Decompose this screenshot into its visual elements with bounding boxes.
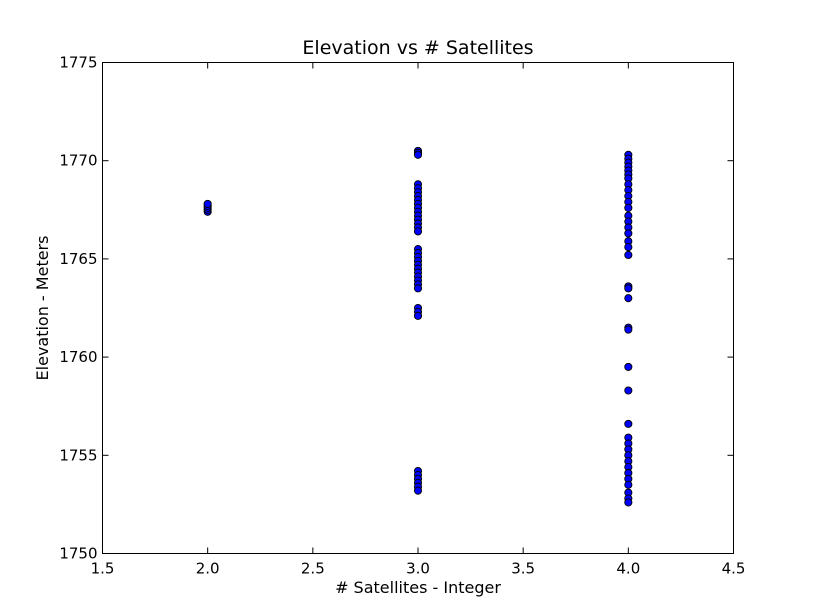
data-point (413, 284, 423, 293)
data-point (413, 150, 423, 159)
x-tick-label: 3.0 (406, 560, 430, 578)
data-point (203, 199, 212, 208)
y-tick-label: 1760 (59, 348, 97, 366)
x-tick-label: 1.5 (91, 560, 115, 578)
data-point (624, 386, 633, 395)
y-axis-ticks: 1750 1755 1760 1765 1770 1775 (59, 54, 734, 563)
y-tick-label: 1775 (59, 54, 97, 72)
data-point (624, 325, 633, 334)
y-axis-label: Elevation - Meters (33, 236, 52, 381)
data-point (624, 362, 633, 371)
chart-title: Elevation vs # Satellites (302, 37, 533, 59)
x-axis-label: # Satellites - Integer (335, 578, 501, 597)
data-point (413, 311, 423, 320)
data-point (624, 419, 633, 428)
data-point (413, 227, 423, 236)
data-point (624, 243, 633, 252)
y-tick-label: 1755 (59, 446, 97, 464)
data-point (413, 486, 423, 495)
x-tick-label: 2.5 (301, 560, 325, 578)
data-point (624, 203, 633, 212)
y-tick-label: 1750 (59, 545, 97, 563)
data-point (624, 480, 633, 489)
x-tick-label: 4.5 (722, 560, 746, 578)
data-point (624, 229, 633, 238)
x-tick-label: 4.0 (616, 560, 640, 578)
data-point (624, 498, 633, 507)
data-point (624, 250, 633, 260)
y-tick-label: 1770 (59, 152, 97, 170)
x-tick-label: 2.0 (196, 560, 220, 578)
data-points (203, 146, 633, 507)
x-axis-ticks: 1.5 2.0 2.5 3.0 3.5 4.0 4.5 (91, 62, 746, 578)
data-point (624, 284, 633, 293)
x-tick-label: 3.5 (511, 560, 535, 578)
y-tick-label: 1765 (59, 250, 97, 268)
data-point (624, 294, 633, 303)
